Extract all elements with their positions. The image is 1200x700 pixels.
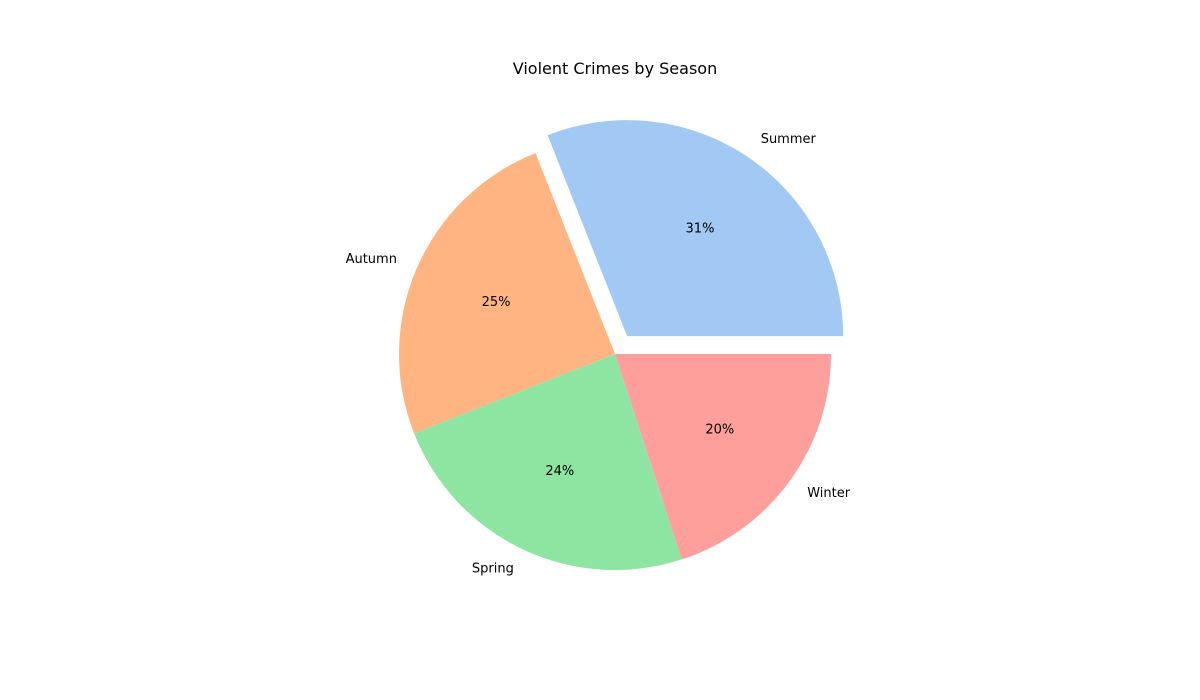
pie-slice-spring (414, 354, 682, 571)
chart-title: Violent Crimes by Season (512, 59, 718, 78)
slice-percent-summer: 31% (686, 221, 715, 236)
slice-label-autumn: Autumn (346, 252, 397, 267)
pie-slice-summer (547, 120, 844, 337)
slice-percent-spring: 24% (545, 464, 574, 479)
pie-slice-autumn (399, 153, 615, 434)
slice-label-winter: Winter (807, 486, 851, 501)
slice-percent-autumn: 25% (482, 295, 511, 310)
slice-percent-winter: 20% (705, 423, 734, 438)
pie-slice-winter (615, 354, 831, 560)
slice-label-spring: Spring (472, 561, 514, 576)
slice-label-summer: Summer (761, 132, 817, 147)
